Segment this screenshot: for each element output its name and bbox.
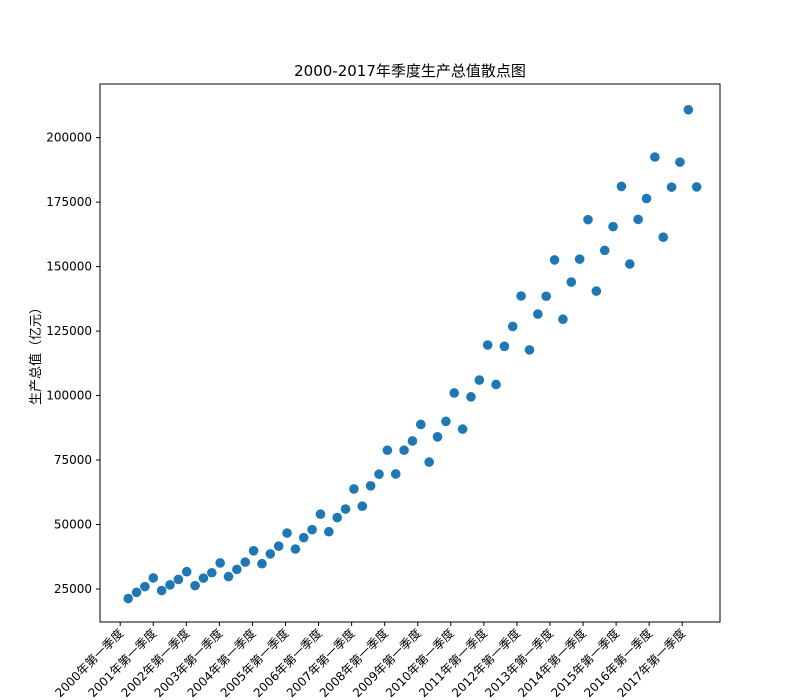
data-point [491,379,501,390]
data-point [566,277,577,287]
data-point [432,432,443,442]
y-tick-label: 25000 [54,582,92,596]
data-point [416,419,426,430]
data-point [156,585,167,596]
data-point [675,157,685,167]
data-point [357,501,368,511]
data-point [332,512,343,523]
data-point [340,504,351,514]
y-tick-label: 75000 [54,453,92,467]
data-point [181,566,192,577]
y-tick-label: 100000 [46,389,92,403]
data-point [282,528,292,538]
data-point [223,571,234,582]
data-point [248,546,259,556]
data-point [140,581,150,592]
data-point [625,259,635,269]
data-point [257,558,267,569]
data-point [541,291,551,302]
data-point [650,152,660,162]
data-point [148,573,159,583]
data-point [558,314,568,325]
data-points [123,104,702,604]
data-point [315,509,326,519]
data-point [591,286,602,296]
y-tick-label: 50000 [54,518,92,532]
data-point [524,345,535,355]
data-point [198,573,209,583]
data-point [599,245,610,256]
data-point [265,549,276,559]
y-tick-label: 200000 [46,131,92,145]
data-point [574,254,585,264]
data-point [290,544,301,554]
plot-frame [99,83,721,623]
data-point [374,469,384,480]
data-point [399,445,409,456]
data-point [507,321,518,332]
data-point [123,593,133,604]
data-point [307,524,317,535]
data-point [324,526,334,537]
data-point [165,580,175,590]
data-point [207,567,217,578]
data-point [633,214,643,225]
data-point [273,541,284,551]
data-point [499,341,510,352]
data-point [533,309,543,319]
data-point [482,340,493,350]
data-point [583,214,593,225]
y-tick-label: 150000 [46,260,92,274]
data-point [382,445,393,456]
data-point [240,557,251,567]
data-point [466,392,476,402]
data-point [131,587,142,598]
data-point [349,484,359,494]
data-point [424,457,434,467]
data-point [516,291,526,301]
data-point [173,574,184,585]
data-point [658,232,669,242]
y-tick-label: 175000 [46,195,92,209]
y-axis-label: 生产总值（亿元） [28,301,44,405]
data-point [549,255,560,265]
data-point [298,532,309,543]
data-point [215,558,225,568]
y-tick-label: 125000 [46,324,92,338]
y-axis: 25000 50000 75000 100000 125000 150000 175000 2… [46,131,100,596]
data-point [641,193,652,204]
x-axis: 2000年第一季度2001年第一季度2002年第一季度2003年第一季度2004… [52,622,688,700]
data-point [683,104,694,115]
data-point [365,481,376,491]
chart-title: 2000-2017年季度生产总值散点图 [294,62,526,80]
data-point [608,221,618,232]
data-point [407,436,418,446]
data-point [232,564,242,575]
data-point [441,416,451,427]
data-point [449,388,460,398]
data-point [691,182,702,192]
data-point [390,469,401,479]
data-point [474,375,485,385]
data-point [457,424,468,434]
data-point [616,181,627,192]
data-point [190,580,200,591]
data-point [666,182,677,192]
